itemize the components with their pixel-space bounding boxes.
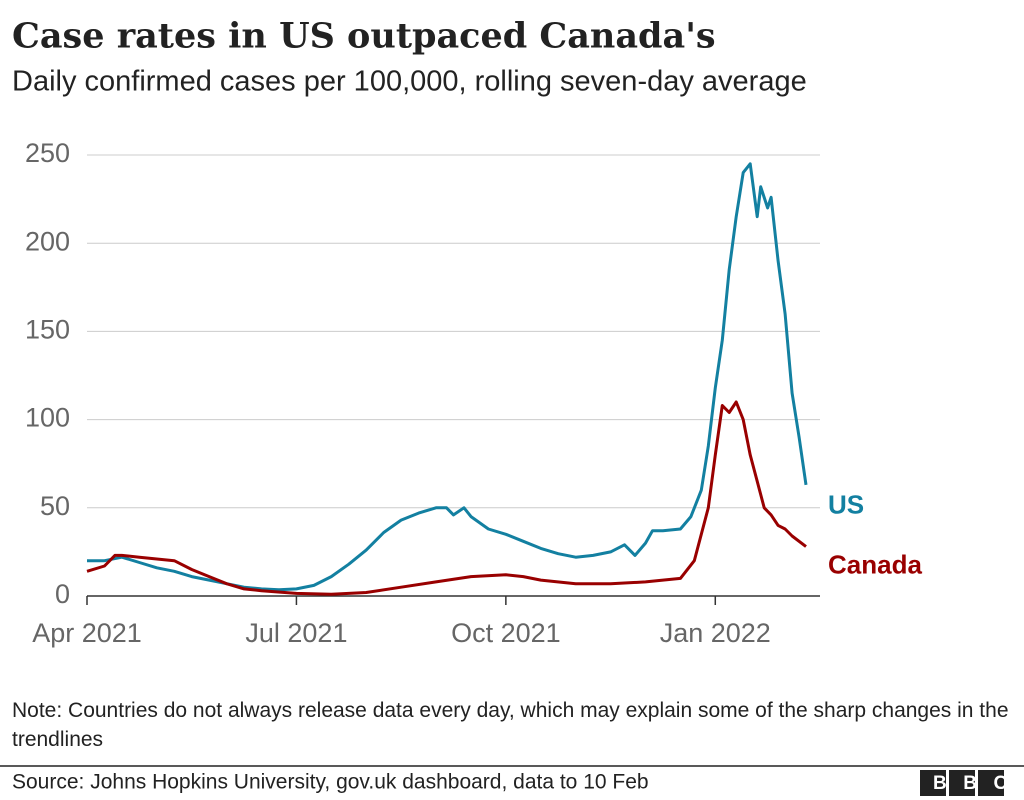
y-tick-label: 100 <box>25 403 70 433</box>
x-tick-label: Oct 2021 <box>451 618 561 648</box>
chart-subtitle: Daily confirmed cases per 100,000, rolli… <box>12 66 807 98</box>
y-tick-label: 250 <box>25 138 70 168</box>
logo: BBC <box>933 773 1024 794</box>
series-label: Canada <box>828 549 922 579</box>
x-tick-label: Apr 2021 <box>32 618 142 648</box>
source: Source: Johns Hopkins University, gov.uk… <box>12 771 649 794</box>
x-tick-label: Jan 2022 <box>660 618 771 648</box>
logo-box <box>949 770 975 796</box>
x-tick-label: Jul 2021 <box>245 618 347 648</box>
y-tick-label: 200 <box>25 226 70 256</box>
series-label: US <box>828 490 864 520</box>
y-tick-label: 50 <box>40 491 70 521</box>
y-tick-label: 150 <box>25 315 70 345</box>
note: Note: Countries do not always release da… <box>12 699 1009 751</box>
logo-box <box>920 770 946 796</box>
chart-title: Case rates in US outpaced Canada's <box>12 16 716 57</box>
series-line <box>86 400 807 596</box>
series-line <box>87 162 808 592</box>
y-tick-label: 0 <box>55 579 70 609</box>
logo-box <box>978 770 1004 796</box>
